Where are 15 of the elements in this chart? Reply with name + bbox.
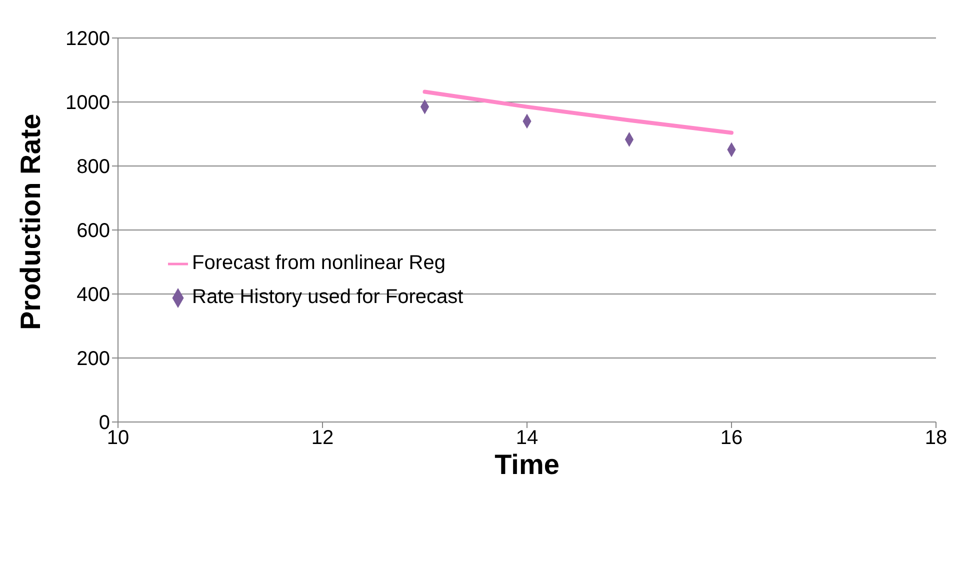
y-tick-label: 400	[76, 284, 110, 306]
legend-label: Rate History used for Forecast	[192, 286, 464, 308]
line-series	[422, 90, 734, 135]
y-tick-label: 800	[76, 156, 110, 178]
legend-label: Forecast from nonlinear Reg	[192, 252, 446, 274]
x-tick-label: 14	[516, 427, 538, 450]
x-tick-label: 18	[924, 427, 948, 450]
y-tick-label: 200	[76, 348, 110, 370]
y-axis-title: Production Rate	[14, 114, 46, 330]
x-tick-label: 16	[720, 427, 743, 450]
y-tick-label: 1000	[66, 92, 110, 114]
x-axis-title: Time	[494, 449, 560, 480]
y-tick-label: 600	[76, 220, 110, 242]
x-tick-label: 12	[311, 427, 334, 450]
y-tick-label: 1200	[66, 28, 110, 50]
